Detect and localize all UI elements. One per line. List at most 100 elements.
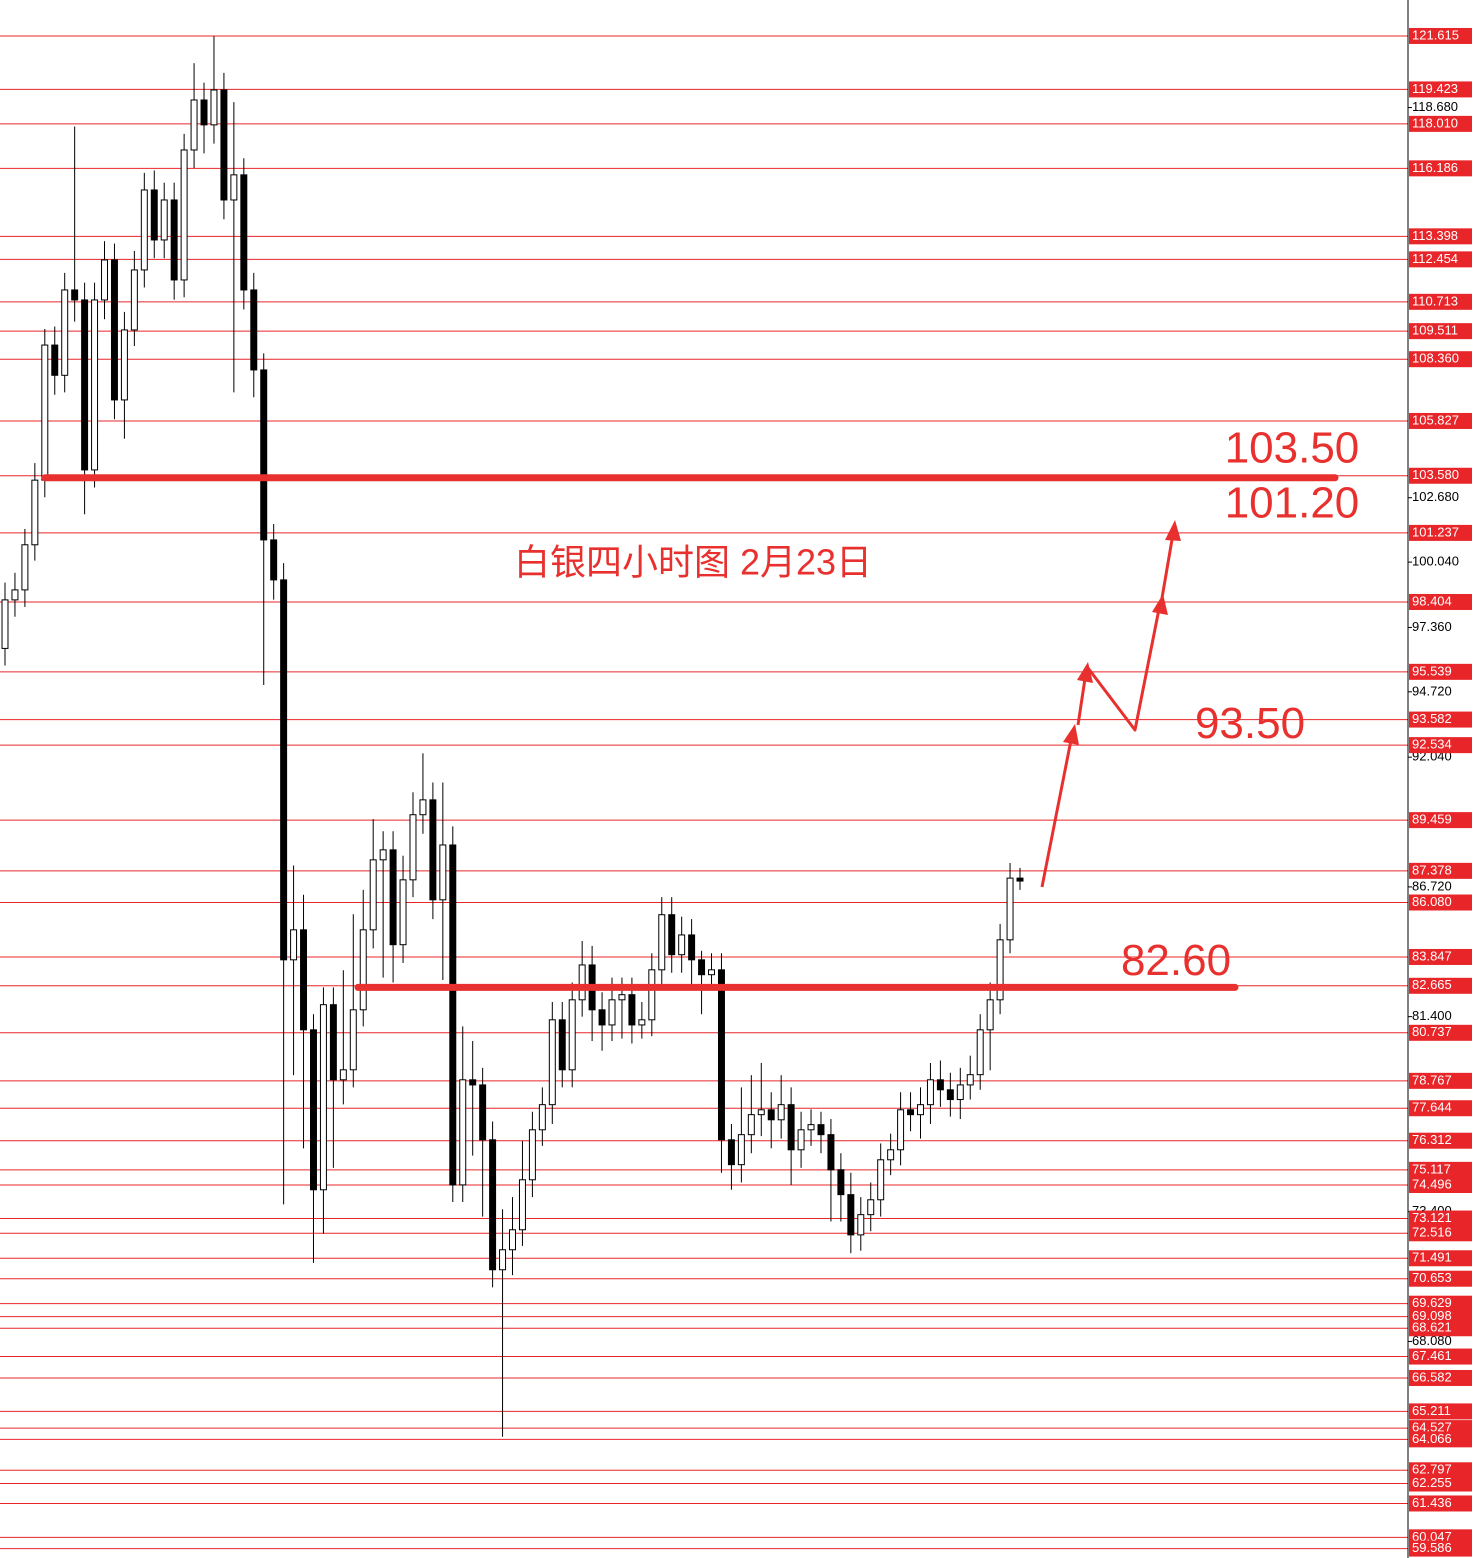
candle-body xyxy=(1006,877,1014,941)
level-label-bg xyxy=(1409,977,1472,994)
level-label-bg xyxy=(1409,711,1472,728)
candle-body xyxy=(827,1134,835,1171)
level-label: 66.582 xyxy=(1412,1369,1452,1384)
level-label: 78.767 xyxy=(1412,1072,1452,1087)
arrowhead xyxy=(1077,662,1093,683)
level-label-bg xyxy=(1409,27,1472,44)
candle-body xyxy=(200,99,208,126)
candle-body xyxy=(51,344,59,376)
annotation-label: 101.20 xyxy=(1225,478,1360,527)
level-label-bg xyxy=(1409,1475,1472,1492)
level-label: 98.404 xyxy=(1412,593,1452,608)
level-label-bg xyxy=(1409,1210,1472,1227)
candle-body xyxy=(61,289,69,376)
candle-body xyxy=(140,189,148,271)
candle-body xyxy=(11,589,19,601)
candle-body xyxy=(678,934,686,956)
candle-body xyxy=(270,539,278,581)
level-label: 109.511 xyxy=(1412,323,1458,338)
candle-body xyxy=(369,859,377,931)
level-label: 74.496 xyxy=(1412,1176,1452,1191)
candle-body xyxy=(658,914,666,971)
candle-body xyxy=(31,479,39,546)
level-label: 77.644 xyxy=(1412,1100,1452,1115)
level-label: 83.847 xyxy=(1412,948,1452,963)
candle-body xyxy=(349,1009,357,1071)
candle-body xyxy=(339,1069,347,1081)
candle-body xyxy=(409,814,417,881)
level-label: 76.312 xyxy=(1412,1132,1452,1147)
level-label-bg xyxy=(1409,1250,1472,1267)
y-tick-label: 94.720 xyxy=(1412,683,1452,698)
level-label-bg xyxy=(1409,1132,1472,1149)
candle-body xyxy=(847,1194,855,1236)
level-label: 75.117 xyxy=(1412,1161,1451,1176)
level-label: 108.360 xyxy=(1412,351,1459,366)
candle-body xyxy=(996,939,1004,1001)
level-label: 62.797 xyxy=(1412,1462,1452,1477)
level-label: 65.211 xyxy=(1412,1403,1451,1418)
level-label-bg xyxy=(1409,1072,1472,1089)
level-label-bg xyxy=(1409,251,1472,268)
candle-body xyxy=(837,1169,845,1196)
level-label: 89.459 xyxy=(1412,812,1452,827)
candle-body xyxy=(737,1134,745,1166)
candle-body xyxy=(329,1004,337,1081)
candle-body xyxy=(518,1179,526,1231)
candle-body xyxy=(897,1109,905,1151)
candle-body xyxy=(747,1114,755,1136)
y-tick-label: 97.360 xyxy=(1412,619,1452,634)
level-label-bg xyxy=(1409,1320,1472,1337)
level-label-bg xyxy=(1409,228,1472,245)
level-label-bg xyxy=(1409,412,1472,429)
level-label-bg xyxy=(1409,351,1472,368)
y-tick-label: 68.080 xyxy=(1412,1333,1452,1348)
level-label: 59.586 xyxy=(1412,1540,1452,1555)
level-label-bg xyxy=(1409,593,1472,610)
candle-body xyxy=(309,1029,317,1191)
candle-body xyxy=(101,259,108,301)
level-label-bg xyxy=(1409,812,1472,829)
candle-body xyxy=(777,1104,785,1121)
y-tick-label: 118.680 xyxy=(1412,99,1458,114)
candle-body xyxy=(300,929,308,1031)
level-label-bg xyxy=(1409,81,1472,98)
candle-body xyxy=(190,99,198,151)
arrowhead xyxy=(1152,594,1168,615)
candle-body xyxy=(170,199,178,281)
level-label: 116.186 xyxy=(1412,160,1458,175)
level-label-bg xyxy=(1409,663,1472,680)
level-label-bg xyxy=(1409,1295,1472,1312)
annotation-label: 82.60 xyxy=(1121,936,1231,985)
price-axis-labels: 118.680102.680100.04097.36094.72092.0408… xyxy=(1408,27,1472,1557)
level-label-bg xyxy=(1409,115,1472,132)
candle-body xyxy=(1016,877,1024,882)
level-label: 64.527 xyxy=(1412,1420,1452,1435)
candle-body xyxy=(509,1229,516,1251)
candle-body xyxy=(708,969,716,976)
candle-body xyxy=(877,1159,885,1201)
forecast-arrows xyxy=(1040,527,1176,888)
level-label-bg xyxy=(1409,293,1472,310)
candle-body xyxy=(180,149,188,281)
candle-body xyxy=(757,1109,765,1116)
level-label: 87.378 xyxy=(1412,862,1452,877)
level-label-bg xyxy=(1409,1403,1472,1420)
candle-body xyxy=(91,299,99,471)
level-label-bg xyxy=(1409,1369,1472,1386)
level-label-bg xyxy=(1409,1495,1472,1512)
candle-body xyxy=(120,329,128,401)
candle-body xyxy=(399,879,407,946)
level-label-bg xyxy=(1409,1161,1472,1178)
level-label: 101.237 xyxy=(1412,524,1459,539)
level-label-bg xyxy=(1409,467,1472,484)
y-tick-label: 100.040 xyxy=(1412,554,1459,569)
level-label-bg xyxy=(1409,894,1472,911)
candle-body xyxy=(926,1079,934,1106)
level-label: 112.454 xyxy=(1412,251,1458,266)
candle-body xyxy=(489,1139,497,1271)
level-label-bg xyxy=(1409,160,1472,177)
level-label-bg xyxy=(1409,1540,1472,1557)
y-tick-label: 102.680 xyxy=(1412,489,1459,504)
candle-body xyxy=(608,999,616,1026)
